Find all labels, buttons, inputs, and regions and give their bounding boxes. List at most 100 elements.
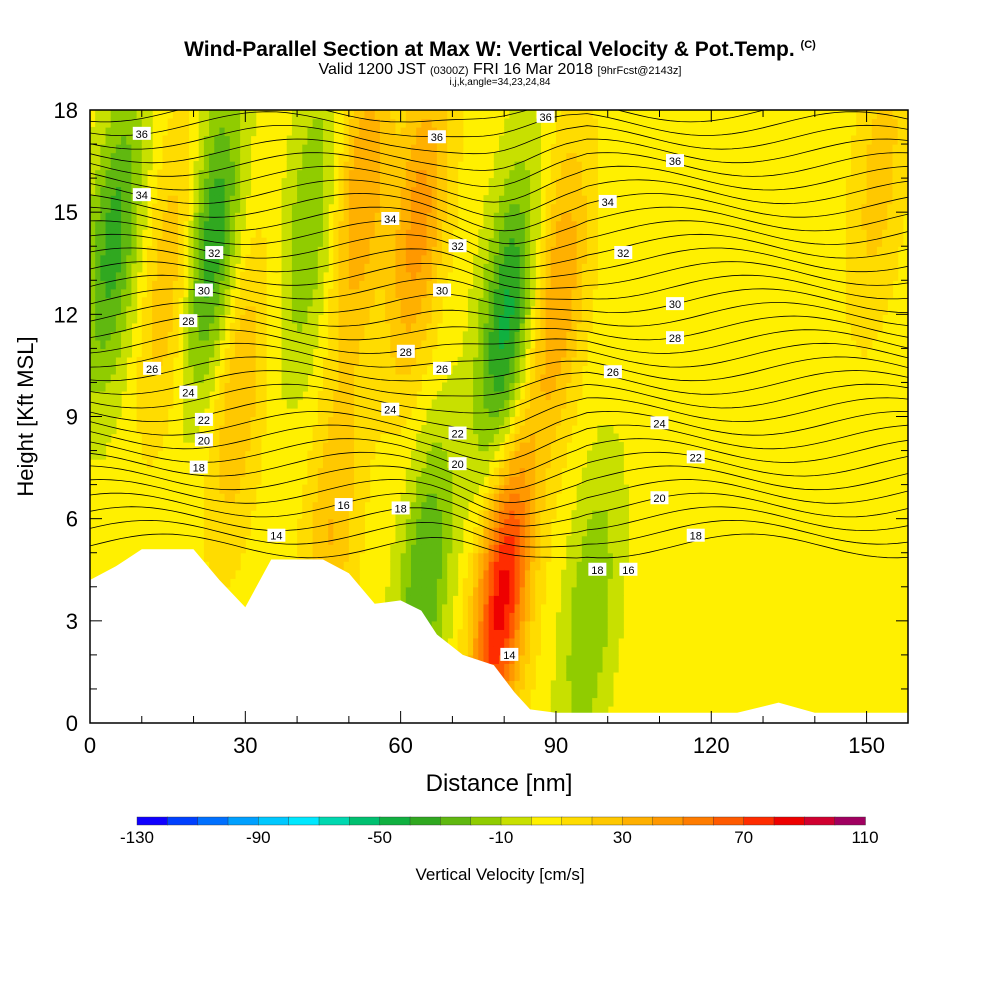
field-cell	[359, 288, 365, 298]
field-cell	[566, 416, 573, 426]
field-cell	[260, 348, 267, 358]
field-cell	[312, 254, 319, 264]
field-cell	[416, 535, 422, 545]
field-cell	[602, 637, 609, 647]
field-cell	[592, 254, 598, 264]
field-cell	[426, 459, 433, 469]
field-cell	[592, 544, 598, 554]
field-cell	[95, 254, 101, 264]
field-cell	[343, 518, 350, 528]
field-cell	[203, 493, 210, 503]
field-cell	[105, 280, 112, 290]
field-cell	[297, 535, 303, 545]
field-cell	[431, 399, 438, 409]
field-cell	[162, 373, 169, 384]
field-cell	[260, 390, 267, 401]
field-cell	[483, 348, 490, 358]
field-cell	[286, 348, 293, 358]
field-cell	[188, 271, 195, 281]
field-cell	[499, 135, 505, 145]
field-cell	[105, 271, 112, 281]
field-cell	[571, 697, 578, 707]
field-cell	[369, 390, 376, 401]
field-cell	[338, 493, 345, 503]
field-cell	[307, 535, 314, 545]
field-cell	[121, 331, 127, 341]
field-cell	[219, 135, 226, 145]
field-cell	[452, 118, 459, 128]
field-cell	[354, 254, 360, 264]
field-cell	[550, 510, 557, 520]
field-cell	[524, 629, 531, 639]
field-cell	[379, 297, 386, 307]
field-cell	[162, 220, 169, 230]
field-cell	[390, 373, 397, 384]
field-cell	[504, 305, 510, 315]
field-cell	[442, 254, 448, 264]
field-cell	[250, 356, 257, 367]
field-cell	[214, 442, 221, 452]
field-cell	[447, 510, 454, 520]
field-cell	[126, 305, 133, 315]
field-cell	[146, 416, 153, 426]
field-cell	[452, 407, 459, 418]
field-cell	[540, 373, 547, 384]
field-cell	[581, 169, 588, 179]
field-cell	[612, 450, 619, 460]
field-cell	[592, 195, 598, 205]
field-cell	[343, 552, 350, 562]
field-cell	[385, 339, 391, 349]
field-cell	[146, 339, 153, 349]
field-cell	[509, 305, 516, 315]
field-cell	[385, 356, 391, 367]
field-cell	[95, 178, 101, 188]
field-cell	[524, 433, 531, 443]
field-cell	[90, 373, 96, 384]
field-cell	[856, 288, 863, 298]
field-cell	[333, 331, 340, 341]
field-cell	[131, 110, 138, 120]
field-cell	[167, 365, 174, 375]
field-cell	[136, 365, 143, 375]
field-cell	[612, 586, 619, 596]
field-cell	[431, 297, 438, 307]
field-cell	[504, 501, 510, 511]
field-cell	[442, 501, 448, 511]
field-cell	[442, 152, 448, 162]
field-cell	[576, 169, 583, 179]
field-cell	[291, 254, 298, 264]
field-cell	[322, 144, 329, 154]
field-cell	[379, 246, 386, 256]
field-cell	[587, 476, 593, 486]
field-cell	[488, 493, 495, 503]
field-cell	[519, 178, 526, 188]
field-cell	[183, 178, 189, 188]
field-cell	[328, 356, 334, 367]
field-cell	[354, 110, 360, 120]
field-cell	[436, 229, 443, 239]
field-cell	[550, 339, 557, 349]
field-cell	[405, 305, 412, 315]
field-cell	[488, 535, 495, 545]
field-cell	[369, 442, 376, 452]
field-cell	[338, 314, 345, 324]
field-cell	[90, 220, 96, 230]
field-cell	[581, 646, 588, 656]
field-cell	[359, 118, 365, 128]
field-cell	[234, 527, 241, 537]
field-cell	[478, 373, 485, 384]
field-cell	[618, 476, 624, 486]
field-cell	[545, 476, 552, 486]
field-cell	[421, 493, 428, 503]
field-cell	[395, 237, 402, 247]
field-cell	[545, 305, 552, 315]
field-cell	[597, 476, 604, 486]
field-cell	[592, 510, 598, 520]
field-cell	[530, 246, 536, 256]
field-cell	[291, 280, 298, 290]
field-cell	[121, 195, 127, 205]
field-cell	[493, 229, 500, 239]
field-cell	[519, 195, 526, 205]
field-cell	[322, 527, 329, 537]
field-cell	[395, 373, 402, 384]
